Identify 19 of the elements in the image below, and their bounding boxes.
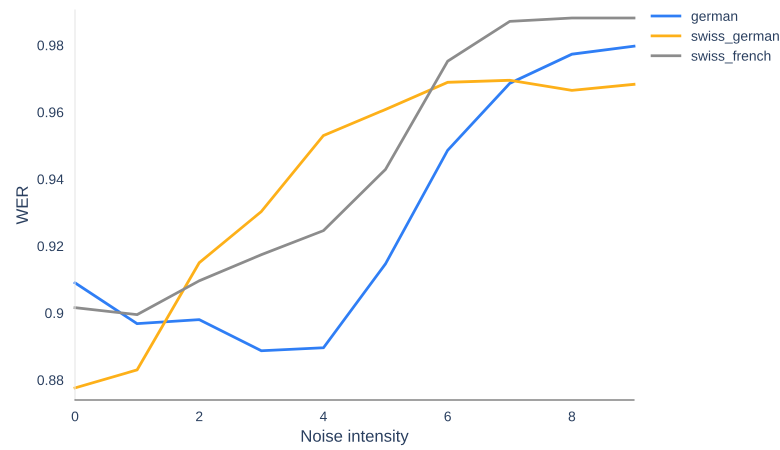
x-tick-label: 2 bbox=[196, 411, 202, 422]
y-axis-title: WER bbox=[16, 186, 28, 224]
legend-label: german bbox=[692, 13, 738, 24]
line-series bbox=[74, 16, 636, 316]
legend-label: swiss_french bbox=[691, 50, 770, 64]
x-tick-label: 0 bbox=[72, 411, 78, 422]
y-tick-label: 0.92 bbox=[37, 241, 64, 252]
y-tick-label: 0.9 bbox=[45, 308, 64, 318]
y-tick-label: 0.98 bbox=[37, 40, 64, 50]
legend-label: swiss_german bbox=[691, 30, 779, 44]
x-axis-title: Noise intensity bbox=[302, 430, 409, 446]
line-series bbox=[74, 78, 636, 390]
x-tick-label: 4 bbox=[320, 412, 327, 422]
x-tick-label: 6 bbox=[444, 411, 451, 422]
y-tick-label: 0.96 bbox=[37, 107, 64, 118]
y-tick-label: 0.88 bbox=[37, 375, 64, 386]
line-series bbox=[74, 44, 636, 352]
y-tick-label: 0.94 bbox=[37, 174, 64, 184]
x-tick-label: 8 bbox=[568, 411, 576, 422]
